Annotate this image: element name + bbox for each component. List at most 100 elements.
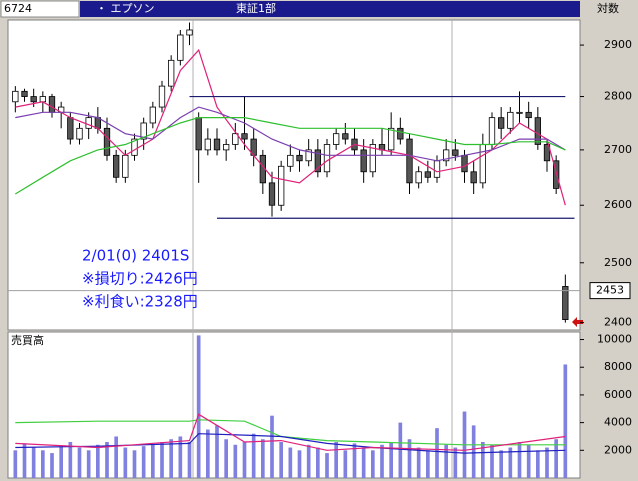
volume-bar — [86, 450, 91, 478]
candle-body — [562, 286, 569, 320]
volume-bar — [435, 428, 439, 478]
candle-body — [113, 154, 120, 178]
candle-body — [369, 144, 376, 173]
candle-body — [223, 144, 230, 151]
volume-bar — [96, 444, 100, 478]
volume-bar — [316, 447, 320, 478]
volume-bar — [187, 442, 192, 478]
volume-bar — [233, 444, 238, 478]
volume-bar — [352, 443, 357, 478]
volume-bar — [563, 364, 568, 478]
y-tick-label: 8000 — [604, 360, 632, 373]
volume-bar — [178, 436, 183, 478]
market: 東証1部 — [236, 1, 276, 15]
candle-body — [168, 59, 175, 87]
volume-bar — [517, 442, 522, 478]
candle-body — [553, 160, 560, 189]
y-tick-label: 2000 — [604, 443, 632, 456]
volume-bar — [215, 425, 219, 478]
moving-average — [14, 117, 566, 195]
volume-bar — [22, 443, 27, 478]
stock-name: ・ エプソン — [96, 2, 155, 15]
candle-body — [305, 149, 312, 162]
volume-bar — [508, 447, 513, 478]
volume-bar — [288, 447, 293, 478]
scale-mode: 対数 — [597, 1, 619, 15]
candle-body — [360, 149, 367, 173]
candle-body — [241, 133, 248, 140]
candle-body — [516, 111, 523, 114]
volume-bar — [50, 453, 54, 478]
volume-bar — [416, 447, 421, 478]
volume-bar — [196, 335, 201, 478]
candle-body — [443, 149, 450, 162]
volume-bar — [554, 439, 558, 478]
candle-body — [534, 117, 541, 145]
stock-code: 6724 — [4, 2, 32, 15]
candle-body — [488, 117, 496, 145]
candle-body — [103, 127, 111, 156]
volume-bar — [169, 439, 173, 478]
moving-average — [15, 419, 566, 446]
annotation: ※損切り:2426円 — [82, 270, 198, 288]
volume-bar — [59, 446, 63, 478]
header-bar — [80, 1, 580, 17]
candle-body — [204, 138, 211, 151]
candle-body — [158, 85, 166, 108]
volume-bar — [343, 450, 348, 478]
volume-bar — [105, 442, 109, 478]
volume-bar — [279, 442, 283, 478]
candle-body — [314, 149, 321, 173]
volume-bar — [536, 450, 540, 478]
candle-body — [323, 144, 331, 173]
moving-average — [15, 106, 566, 162]
candle-body — [76, 127, 83, 140]
volume-bar — [242, 442, 247, 478]
volume-bar — [389, 442, 393, 478]
y-tick-label: 6000 — [604, 388, 632, 401]
candle-body — [195, 117, 202, 151]
candle-body — [543, 144, 551, 162]
volume-bar — [13, 450, 18, 478]
volume-bar — [68, 442, 73, 478]
candle-body — [333, 133, 340, 145]
annotation: 2/01(0) 2401S — [82, 247, 189, 265]
candle-body — [140, 122, 147, 140]
volume-bar — [270, 415, 274, 478]
volume-bar — [77, 447, 82, 478]
candle-body — [388, 127, 395, 151]
volume-bar — [334, 442, 338, 478]
current-arrow — [572, 317, 583, 327]
candle-body — [424, 171, 431, 178]
volume-bar — [380, 444, 384, 478]
volume-bar — [224, 439, 228, 478]
candle-body — [67, 117, 74, 140]
candle-body — [177, 34, 184, 61]
volume-bar — [361, 447, 366, 478]
volume-bar — [297, 450, 302, 478]
volume-bar — [151, 444, 155, 478]
volume-bar — [453, 447, 458, 478]
moving-average — [15, 433, 566, 454]
candle-body — [232, 133, 239, 145]
candle-body — [287, 154, 294, 167]
volume-bar — [481, 442, 485, 478]
candle-body — [12, 90, 19, 103]
volume-bar — [160, 442, 164, 478]
candle-body — [122, 154, 129, 178]
volume-bar — [490, 444, 494, 478]
volume-bar — [132, 450, 137, 478]
volume-bar — [261, 439, 265, 478]
y-tick-label: 4000 — [604, 416, 632, 429]
annotation: ※利食い:2328円 — [82, 293, 198, 311]
candle-body — [406, 138, 413, 184]
candle-body — [278, 165, 285, 206]
candle-body — [507, 111, 514, 129]
volume-bar — [114, 436, 118, 478]
candle-body — [213, 138, 221, 151]
volume-bar — [306, 444, 311, 478]
volume-title: 売買高 — [11, 333, 44, 347]
candle-body — [268, 182, 276, 206]
candle-body — [479, 144, 486, 184]
